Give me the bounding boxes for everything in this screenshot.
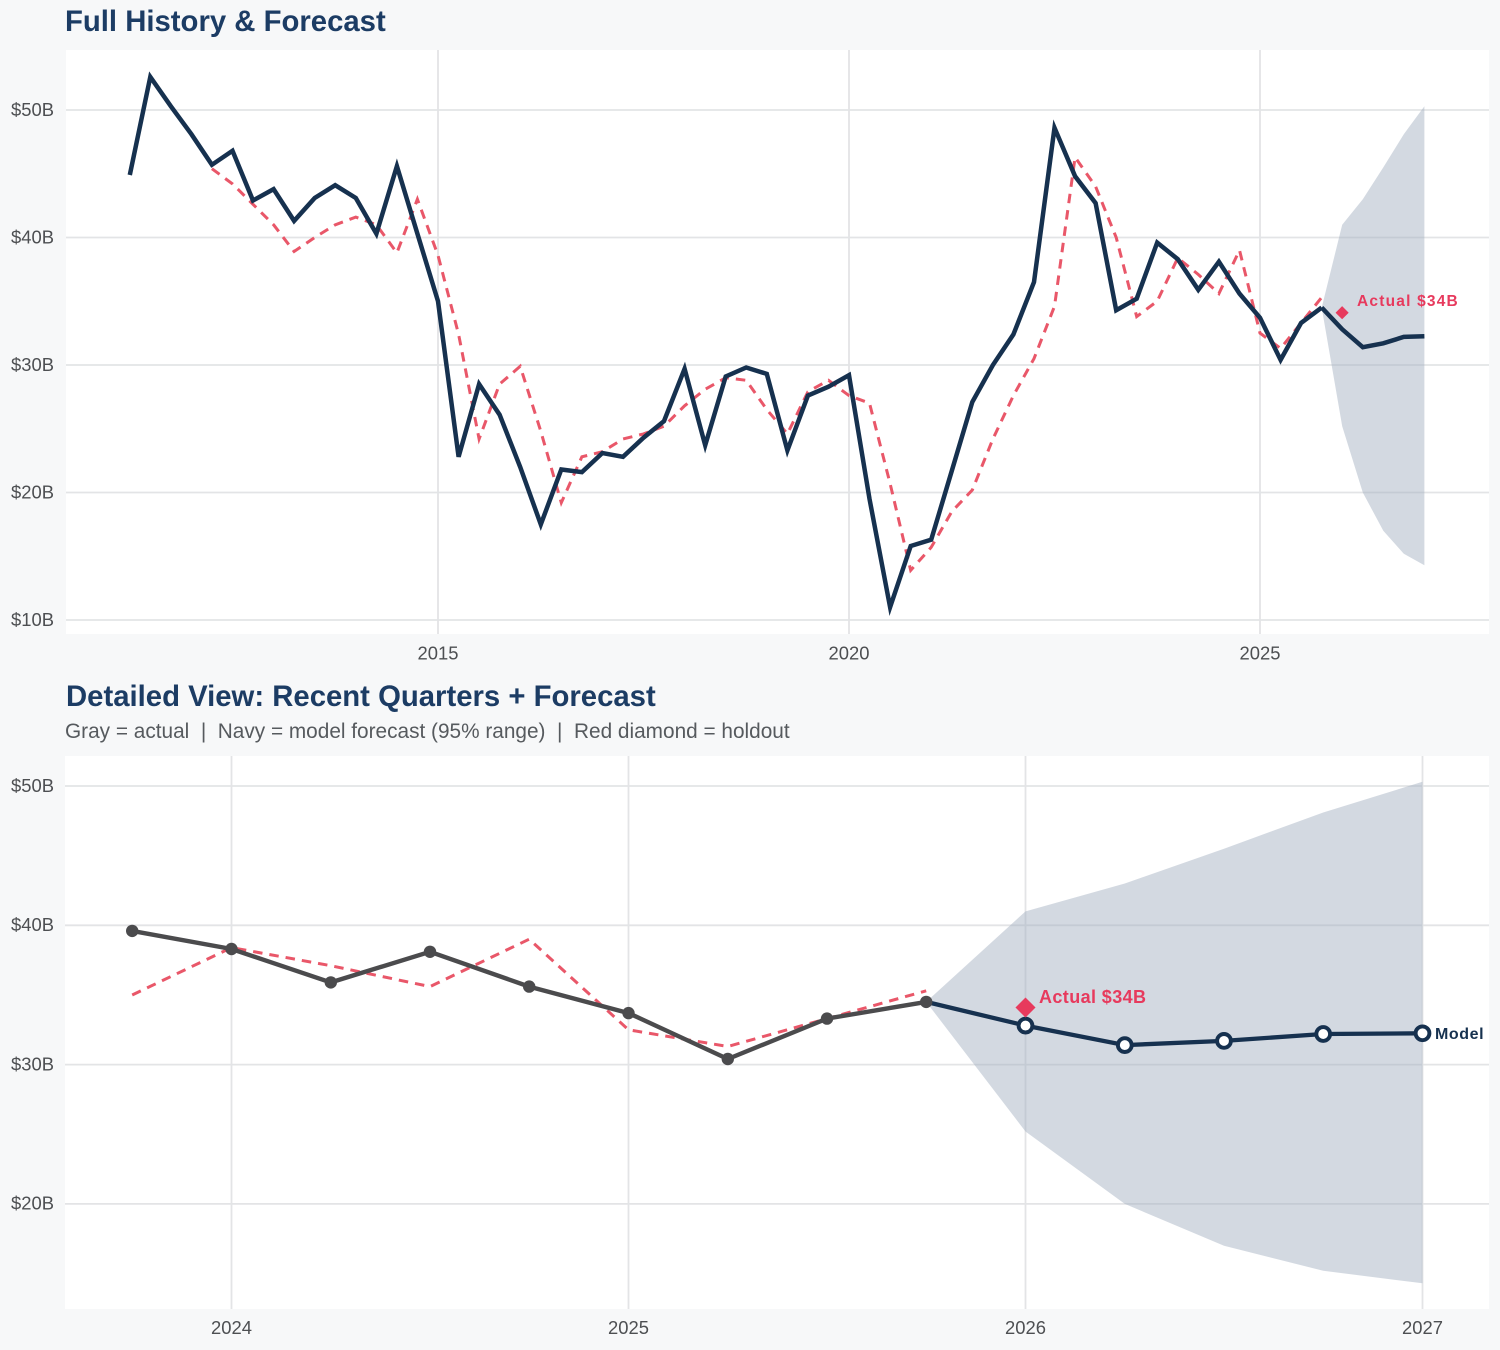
svg-text:$40B: $40B — [11, 226, 54, 247]
svg-text:$10B: $10B — [11, 609, 54, 630]
svg-text:Actual $34B: Actual $34B — [1357, 293, 1459, 310]
svg-text:Gray = actual | Navy = model: Gray = actual | Navy = model forecast (9… — [65, 720, 790, 743]
svg-text:Detailed View: Recent Quarters: Detailed View: Recent Quarters + Forecas… — [66, 680, 656, 713]
svg-text:$30B: $30B — [11, 1053, 54, 1074]
svg-text:$20B: $20B — [11, 481, 54, 502]
svg-text:2027: 2027 — [1402, 1317, 1443, 1338]
svg-text:2015: 2015 — [418, 642, 459, 663]
svg-text:$40B: $40B — [11, 914, 54, 935]
svg-text:2024: 2024 — [211, 1317, 252, 1338]
svg-text:2025: 2025 — [608, 1317, 649, 1338]
svg-text:$50B: $50B — [11, 775, 54, 796]
svg-text:Actual $34B: Actual $34B — [1039, 987, 1146, 1007]
svg-text:$20B: $20B — [11, 1193, 54, 1214]
svg-text:$30B: $30B — [11, 354, 54, 375]
svg-text:Model: Model — [1435, 1026, 1484, 1043]
svg-text:2026: 2026 — [1005, 1317, 1046, 1338]
svg-text:$50B: $50B — [11, 99, 54, 120]
svg-text:2020: 2020 — [829, 642, 870, 663]
svg-text:Full History & Forecast: Full History & Forecast — [65, 5, 386, 38]
svg-text:2025: 2025 — [1240, 642, 1281, 663]
